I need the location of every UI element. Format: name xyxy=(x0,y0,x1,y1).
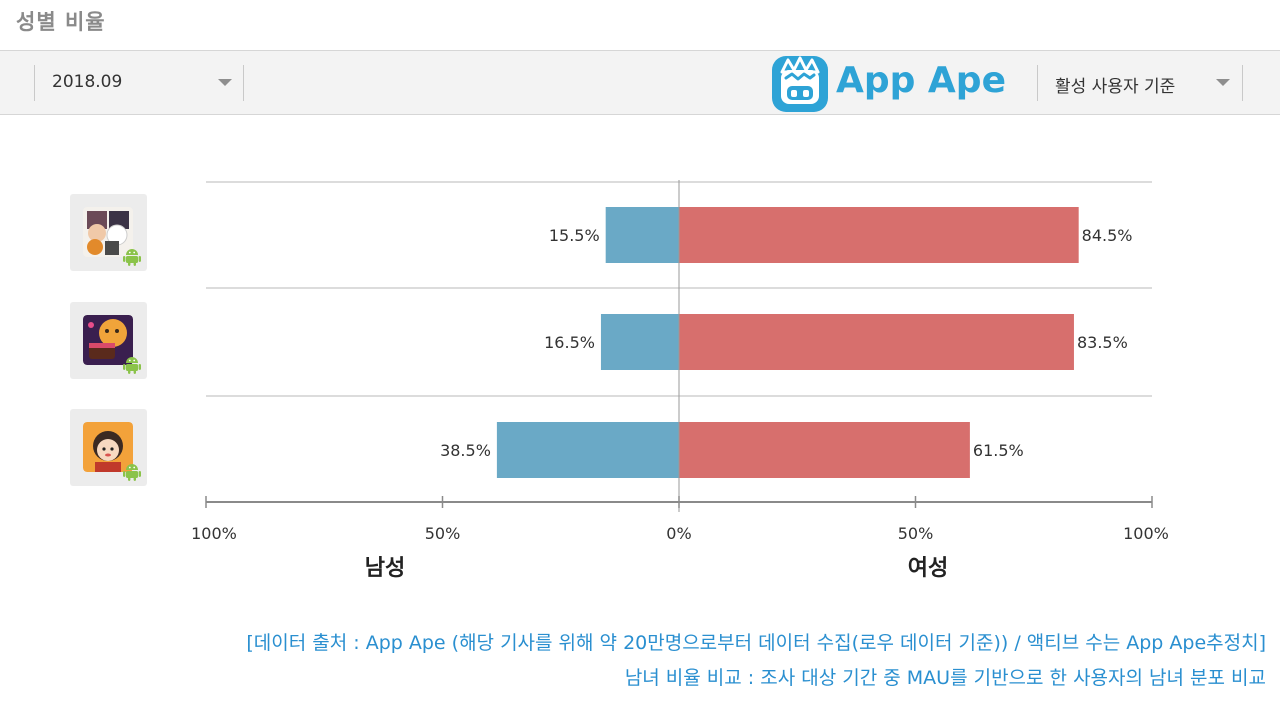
app-thumbnail xyxy=(83,207,133,257)
logo-text: App Ape xyxy=(836,60,1006,101)
period-value: 2018.09 xyxy=(52,72,123,92)
x-tick-label: 100% xyxy=(191,524,237,543)
x-tick-label: 50% xyxy=(898,524,934,543)
comparison-note: 남녀 비율 비교 : 조사 대상 기간 중 MAU를 기반으로 한 사용자의 남… xyxy=(624,667,1266,689)
app-thumbnail xyxy=(83,422,133,472)
android-icon xyxy=(123,464,141,481)
x-tick-label: 50% xyxy=(425,524,461,543)
female-bar xyxy=(679,314,1074,370)
female-value-label: 83.5% xyxy=(1077,333,1128,352)
male-bar xyxy=(496,422,679,478)
android-icon xyxy=(123,357,141,374)
app-thumbnail xyxy=(83,315,133,365)
app-icon xyxy=(70,409,147,486)
divider xyxy=(34,65,35,101)
chevron-down-icon xyxy=(218,79,232,86)
male-value-label: 15.5% xyxy=(549,226,600,245)
male-value-label: 16.5% xyxy=(544,333,595,352)
divider xyxy=(1242,65,1243,101)
app-ape-monkey-icon xyxy=(772,56,828,112)
female-group-label: 여성 xyxy=(908,556,948,581)
basis-value: 활성 사용자 기준 xyxy=(1055,77,1176,97)
x-tick-label: 0% xyxy=(666,524,691,543)
female-bar xyxy=(679,207,1079,263)
male-bar xyxy=(605,207,679,263)
male-value-label: 38.5% xyxy=(440,441,491,460)
android-icon xyxy=(123,249,141,266)
app-icon xyxy=(70,194,147,271)
x-tick-label: 100% xyxy=(1123,524,1169,543)
male-group-label: 남성 xyxy=(365,556,405,581)
app-icon xyxy=(70,302,147,379)
female-bar xyxy=(679,422,970,478)
title-bar: 성별 비율 xyxy=(0,0,1280,50)
period-dropdown[interactable]: 2018.09 xyxy=(35,51,243,114)
page-title: 성별 비율 xyxy=(16,10,106,34)
source-note: [데이터 출처 : App Ape (해당 기사를 위해 약 20만명으로부터 … xyxy=(246,632,1266,654)
toolbar: 2018.09 활성 사용자 기준 xyxy=(0,50,1280,115)
female-value-label: 61.5% xyxy=(973,441,1024,460)
divider xyxy=(243,65,244,101)
basis-dropdown[interactable]: 활성 사용자 기준 xyxy=(1038,51,1242,114)
divider xyxy=(1037,65,1038,101)
male-bar xyxy=(600,314,679,370)
chevron-down-icon xyxy=(1216,79,1230,86)
gender-ratio-chart: 15.5% 84.5% 16.5% 83.5% 38.5% 61.5% 100% 50% 0% 5… xyxy=(191,180,1169,581)
female-value-label: 84.5% xyxy=(1082,226,1133,245)
